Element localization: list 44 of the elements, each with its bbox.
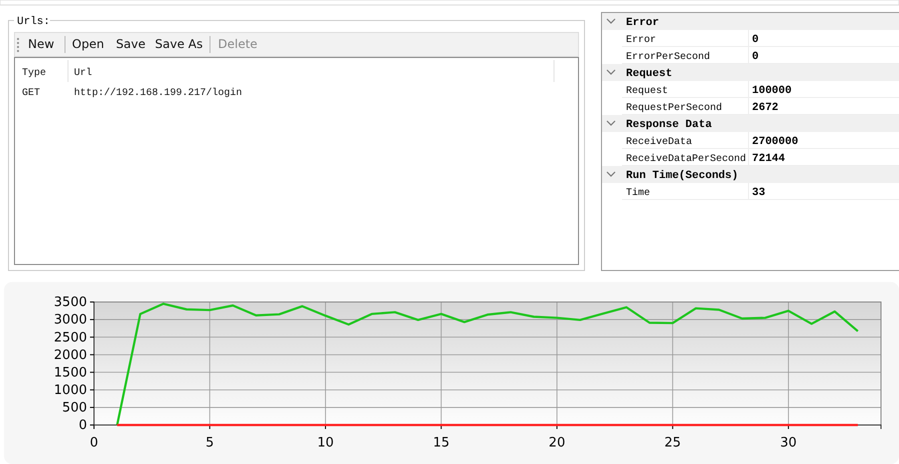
text: ErrorPerSecond [626, 51, 710, 63]
text: Response Data [626, 119, 712, 131]
y-tick-label: 500 [62, 400, 87, 416]
text: 0 [752, 34, 759, 46]
text: GET [22, 88, 40, 99]
x-tick-label: 20 [548, 435, 566, 450]
x-tick-label: 10 [317, 435, 334, 450]
text: Run Time(Seconds) [626, 170, 738, 182]
text: 2700000 [752, 136, 798, 148]
text: 0 [752, 51, 759, 63]
text: Url [74, 67, 92, 79]
text: RequestPerSecond [626, 102, 722, 114]
text: 72144 [752, 153, 786, 165]
y-tick-label: 2000 [54, 348, 87, 363]
text: http://192.168.199.217/login [74, 87, 242, 99]
y-tick-label: 3000 [54, 312, 87, 328]
text: Time [626, 187, 650, 199]
text: Open [72, 37, 104, 51]
x-tick-label: 0 [90, 435, 98, 450]
y-tick-label: 2500 [54, 330, 87, 346]
text: New [28, 37, 54, 51]
text: Type [22, 68, 46, 79]
text: ReceiveDataPerSecond [626, 153, 746, 165]
text: Save As [155, 37, 203, 51]
line-series [116, 302, 859, 426]
text: Urls: [17, 16, 50, 28]
text: 2672 [752, 102, 778, 114]
x-tick-label: 15 [432, 435, 450, 450]
text: Request [626, 68, 672, 80]
text: ReceiveData [626, 136, 692, 148]
text: Delete [218, 37, 258, 51]
x-tick-label: 25 [664, 435, 681, 450]
text: Request [626, 86, 668, 97]
x-tick-label: 30 [780, 435, 797, 450]
text: Save [116, 37, 146, 51]
text: Error [626, 35, 656, 46]
y-tick-label: 3500 [54, 295, 87, 310]
text: Error [626, 17, 660, 29]
y-tick-label: 1000 [54, 383, 87, 398]
y-tick-label: 0 [78, 418, 87, 434]
x-tick-label: 5 [206, 435, 214, 450]
text: 33 [752, 187, 766, 199]
y-tick-label: 1500 [54, 365, 87, 380]
text: 100000 [752, 85, 792, 97]
